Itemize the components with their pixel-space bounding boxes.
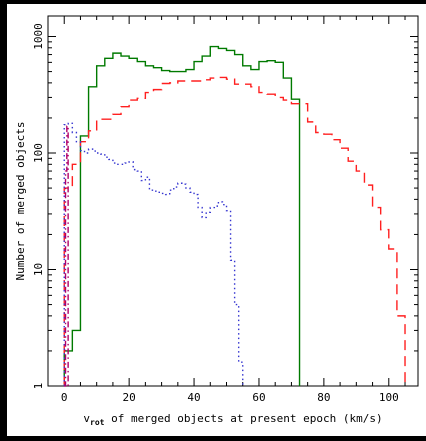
plot-background: [7, 4, 426, 436]
y-tick-label: 1000: [32, 23, 45, 50]
series-line-dotted: [63, 122, 244, 386]
tick-labels: 0 20 40 60 80 100 1 10 100 1000: [32, 23, 399, 404]
x-tick-label: 0: [61, 391, 68, 404]
y-tick-label: 10: [32, 263, 45, 276]
x-tick-label: 100: [379, 391, 399, 404]
series-line-dashdot: [64, 125, 69, 387]
x-tick-label: 20: [123, 391, 136, 404]
x-tick-label: 40: [187, 391, 200, 404]
x-tick-label: 80: [317, 391, 330, 404]
series-line-solid: [63, 45, 301, 386]
series-group: [63, 45, 406, 387]
series-line-dashed: [63, 76, 406, 386]
axis-ticks: [48, 16, 418, 387]
plot-area: [47, 15, 419, 387]
x-axis-label: vrot of merged objects at present epoch …: [83, 412, 382, 427]
y-tick-label: 100: [32, 143, 45, 163]
y-tick-label: 1: [32, 383, 45, 390]
x-tick-label: 60: [252, 391, 265, 404]
y-axis-label: Number of merged objects: [14, 122, 27, 281]
